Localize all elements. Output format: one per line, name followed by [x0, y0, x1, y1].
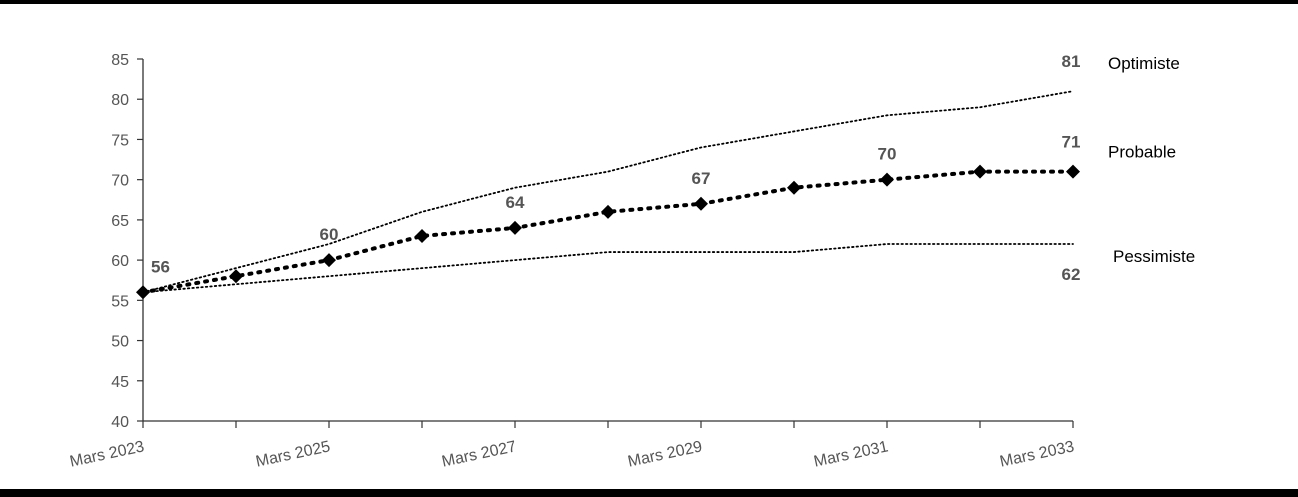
end-value-label-pessimiste: 62: [1062, 265, 1081, 284]
data-point-marker: [601, 204, 615, 219]
series-name-probable: Probable: [1108, 143, 1176, 162]
y-tick-label: 40: [111, 414, 129, 431]
y-tick-label: 80: [111, 92, 129, 109]
y-tick-label: 65: [111, 213, 129, 230]
data-point-marker: [694, 196, 708, 211]
data-point-marker: [787, 180, 801, 195]
data-point-marker: [322, 253, 336, 268]
data-point-marker: [880, 172, 894, 187]
data-label: 70: [878, 145, 897, 164]
data-point-marker: [1066, 164, 1080, 179]
data-label: 60: [320, 225, 339, 244]
y-tick-label: 50: [111, 334, 129, 351]
y-tick-label: 45: [111, 374, 129, 391]
end-value-label-probable: 71: [1062, 133, 1081, 152]
y-tick-label: 60: [111, 253, 129, 270]
series-line-pessimiste: [142, 243, 1074, 294]
end-value-label-optimiste: 81: [1062, 52, 1081, 71]
x-tick-label: Mars 2033: [998, 438, 1076, 470]
top-border: [0, 0, 1298, 4]
x-tick-label: Mars 2023: [68, 438, 146, 470]
series-line-optimiste: [142, 90, 1074, 294]
y-tick-label: 75: [111, 132, 129, 149]
bottom-border: [0, 489, 1298, 497]
series-line-probable: [141, 169, 1075, 295]
data-label: 64: [506, 193, 525, 212]
y-tick-label: 55: [111, 293, 129, 310]
data-point-marker: [973, 164, 987, 179]
data-label: 56: [151, 257, 170, 276]
y-tick-label: 85: [111, 52, 129, 69]
axes: 40 45 50 55 60 65 70 75 80 85 Mars 2023 Mars 2025 Ma…: [68, 52, 1076, 471]
x-tick-label: Mars 2025: [254, 438, 332, 470]
series-name-pessimiste: Pessimiste: [1113, 247, 1195, 266]
labels-group: 56 60 64 67 70 81 71 62 Optimiste Probable Pessimi…: [151, 52, 1195, 284]
y-tick-label: 70: [111, 173, 129, 190]
data-label: 67: [692, 169, 711, 188]
data-point-marker: [508, 220, 522, 235]
data-point-marker: [415, 228, 429, 243]
x-tick-label: Mars 2031: [812, 438, 890, 470]
series-name-optimiste: Optimiste: [1108, 54, 1180, 73]
x-tick-label: Mars 2029: [626, 438, 704, 470]
x-tick-label: Mars 2027: [440, 438, 518, 470]
series-group: [136, 90, 1080, 300]
data-point-marker: [229, 269, 243, 284]
